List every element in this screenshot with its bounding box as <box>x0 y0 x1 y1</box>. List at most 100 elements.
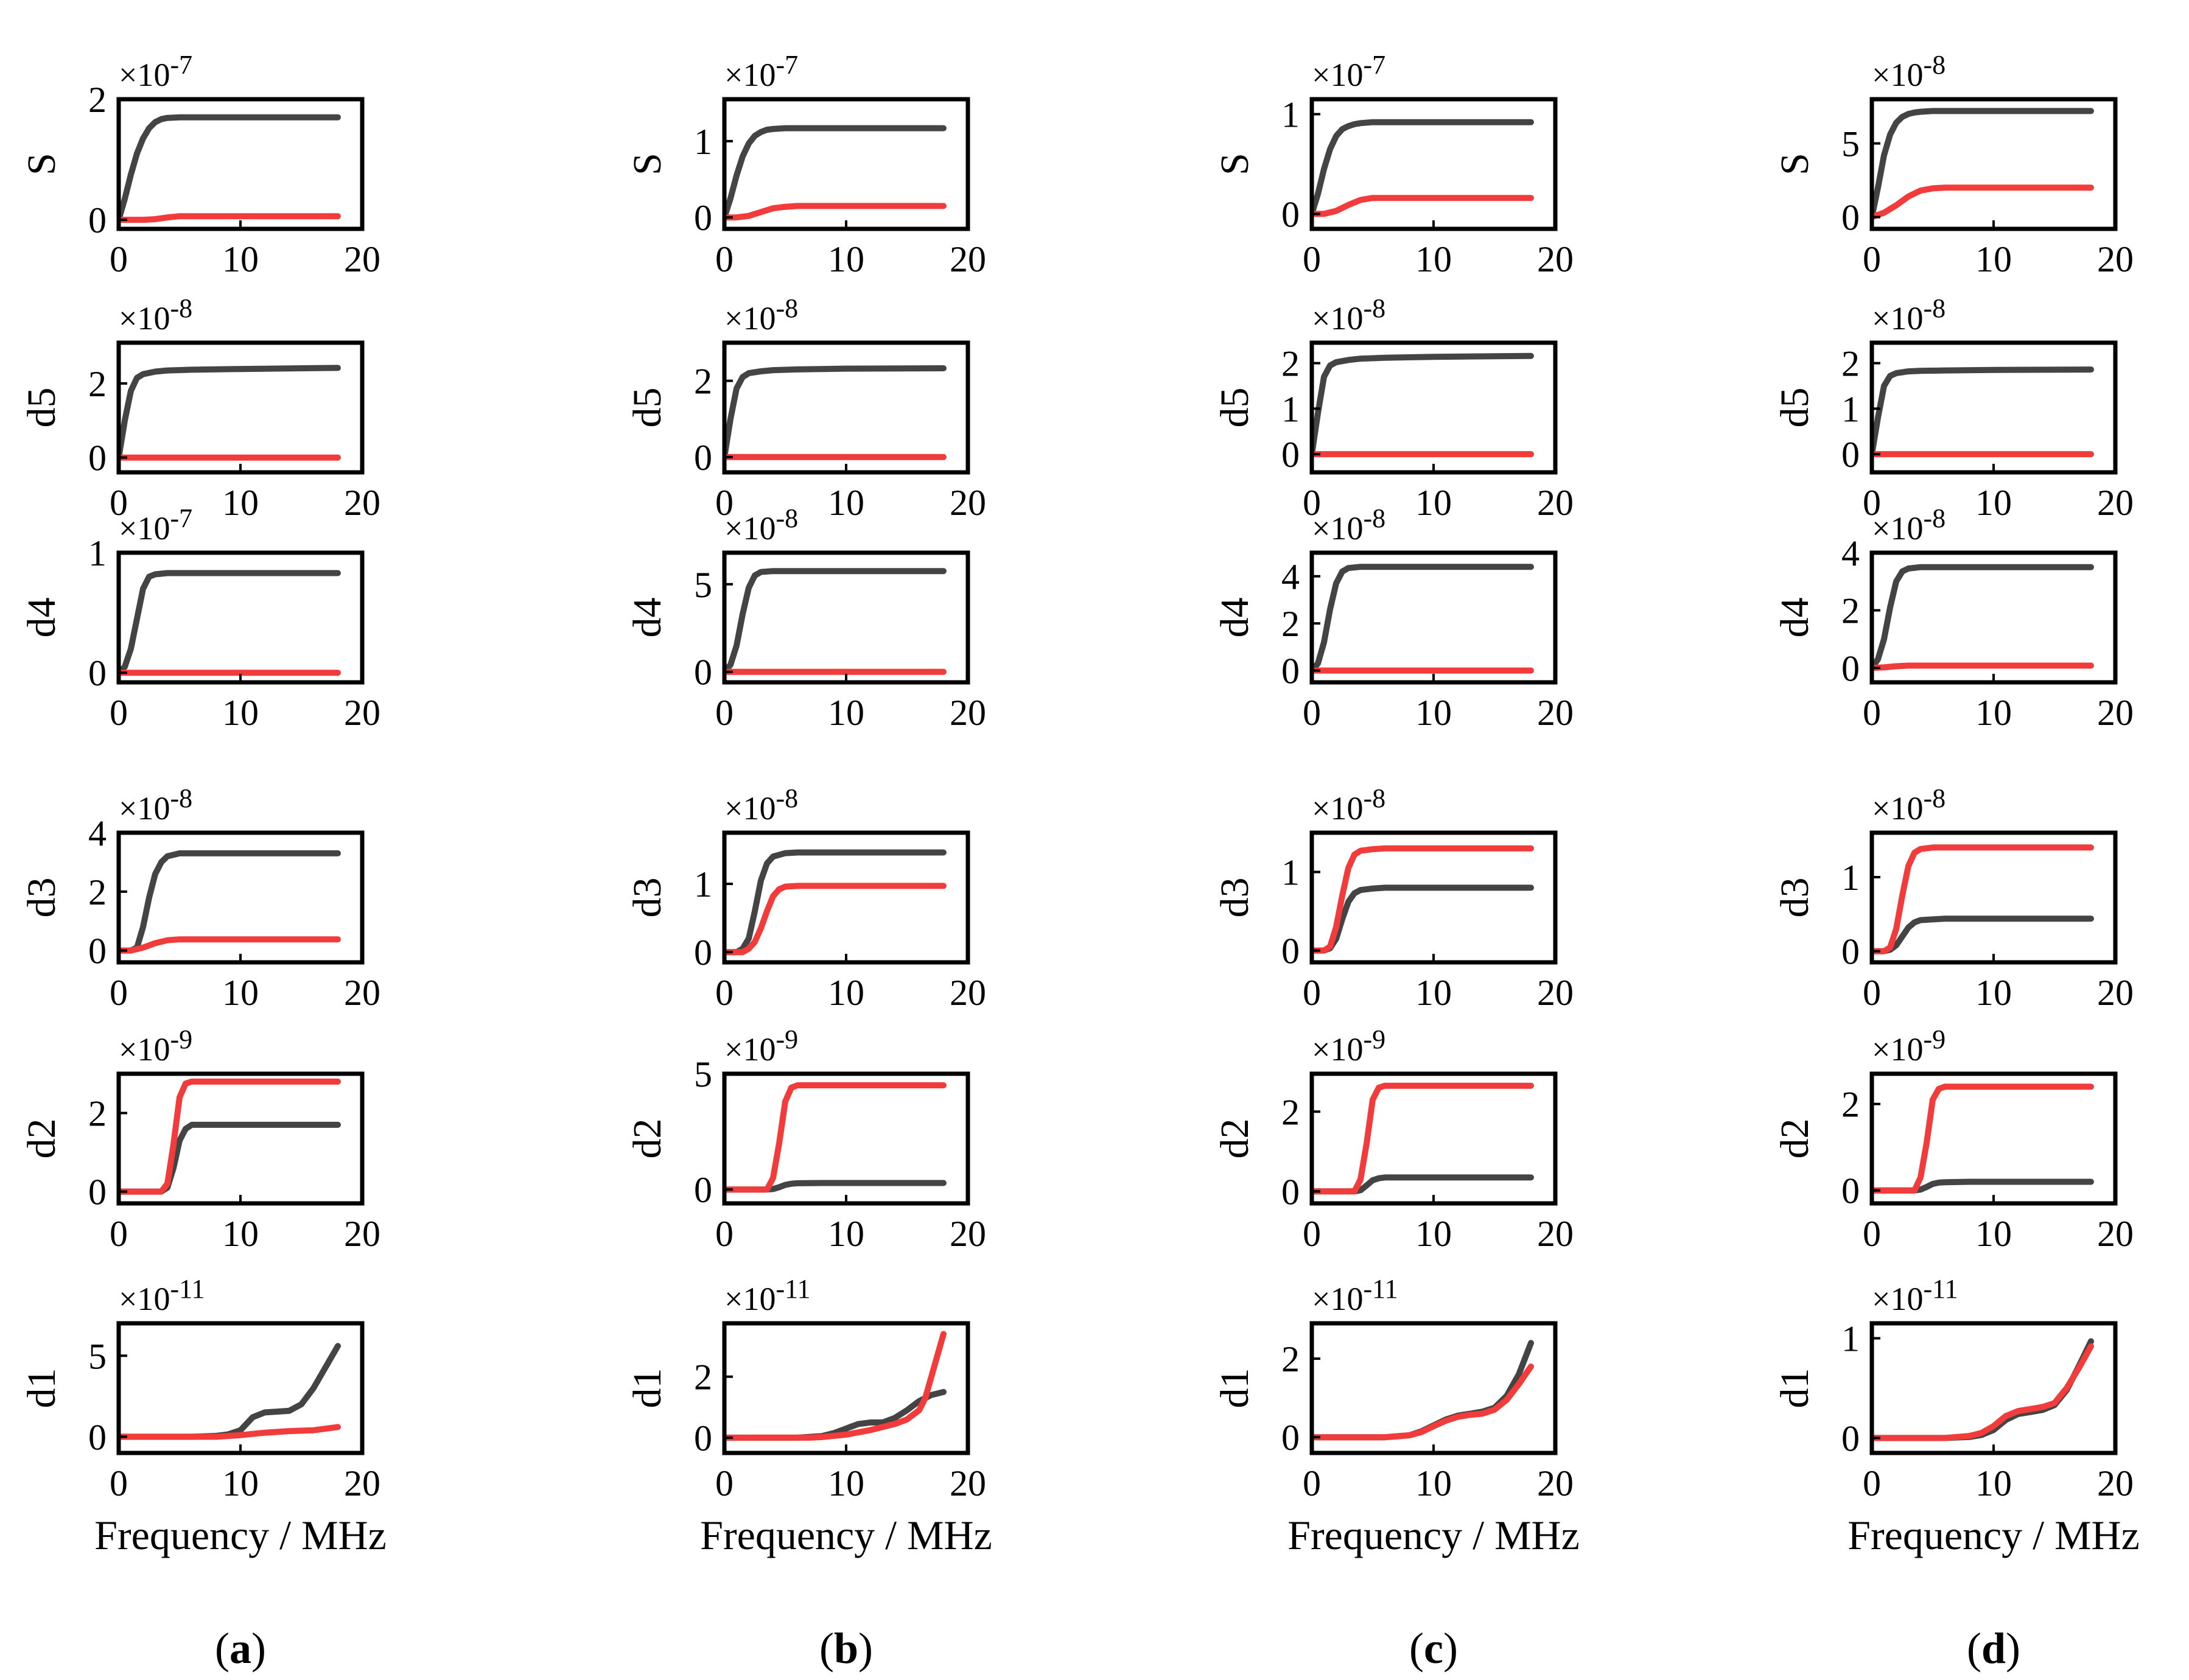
x-tick-label: 0 <box>715 1214 734 1254</box>
y-axis-label: d5 <box>1773 388 1817 428</box>
exponent-label: ×10-8 <box>724 783 798 827</box>
x-tick-label: 20 <box>344 239 380 279</box>
x-tick-label: 0 <box>1863 483 1881 523</box>
x-tick-label: 10 <box>1975 693 2012 733</box>
series-line-red <box>724 1082 947 1193</box>
axes-frame <box>722 340 970 475</box>
exponent-label: ×10-7 <box>119 503 192 547</box>
y-axis-label: S <box>625 153 670 175</box>
axes-frame <box>1309 1071 1558 1206</box>
series-line-red <box>1312 1082 1534 1195</box>
y-tick-label: 2 <box>1841 591 1860 631</box>
x-tick-label: 0 <box>1863 973 1881 1013</box>
chart-d-S: 0 10 20 0 5 ×10-8 S <box>1773 50 2134 279</box>
series-line-black <box>1872 1338 2094 1441</box>
series-line-black <box>724 125 947 221</box>
exponent-label: ×10-8 <box>1312 503 1385 547</box>
chart-c-S: 0 10 20 0 1 ×10-7 S <box>1213 50 1574 279</box>
exponent-label: ×10-9 <box>1312 1024 1385 1068</box>
exponent-label: ×10-9 <box>724 1024 798 1068</box>
y-tick-label: 0 <box>694 1418 712 1458</box>
x-tick-label: 10 <box>1415 239 1452 279</box>
y-tick-label: 1 <box>1281 389 1300 429</box>
chart-c-d3: 0 10 20 0 1 ×10-8 d3 <box>1213 783 1574 1013</box>
y-tick-label: 0 <box>88 1417 107 1457</box>
x-tick-label: 20 <box>344 1463 380 1503</box>
series-line-black <box>119 114 341 223</box>
y-tick-label: 2 <box>1281 1092 1300 1132</box>
x-tick-label: 0 <box>1303 1214 1321 1254</box>
y-axis-label: d1 <box>1773 1368 1817 1409</box>
exponent-label: ×10-8 <box>724 503 798 547</box>
y-axis-label: d3 <box>625 878 670 918</box>
x-axis-label: Frequency / MHz <box>1287 1512 1580 1558</box>
y-tick-label: 0 <box>694 933 712 973</box>
chart-d-d1: 0 10 20 0 1 ×10-11 d1 <box>1773 1274 2134 1503</box>
y-tick-label: 0 <box>88 200 107 240</box>
series-line-black <box>119 1121 341 1195</box>
y-tick-label: 2 <box>1841 1085 1860 1125</box>
y-axis-label: d5 <box>625 388 670 428</box>
exponent-label: ×10-8 <box>119 293 192 337</box>
x-tick-label: 20 <box>2097 1463 2134 1503</box>
x-tick-label: 0 <box>715 483 734 523</box>
y-tick-label: 4 <box>88 813 107 853</box>
axes-frame <box>116 1071 365 1206</box>
y-axis-label: d2 <box>1773 1119 1817 1159</box>
y-tick-label: 2 <box>88 872 107 912</box>
panel-label-c: (c) <box>1409 1624 1458 1673</box>
chart-a-d2: 0 10 20 0 2 ×10-9 d2 <box>19 1024 380 1254</box>
x-tick-label: 0 <box>110 693 128 733</box>
series-line-red <box>724 1331 947 1441</box>
exponent-label: ×10-9 <box>119 1024 192 1068</box>
y-tick-label: 2 <box>88 80 107 120</box>
x-tick-label: 10 <box>1975 483 2012 523</box>
y-tick-label: 5 <box>694 565 712 605</box>
x-tick-label: 20 <box>2097 973 2134 1013</box>
y-tick-label: 4 <box>1281 557 1300 597</box>
exponent-label: ×10-8 <box>1872 50 1946 93</box>
chart-c-d5: 0 10 20 0 1 2 ×10-8 d5 <box>1213 293 1574 523</box>
x-axis-label: Frequency / MHz <box>94 1512 387 1558</box>
x-tick-label: 0 <box>1863 1214 1881 1254</box>
y-axis-label: d1 <box>19 1368 64 1409</box>
y-tick-label: 1 <box>1841 858 1860 898</box>
x-tick-label: 10 <box>1975 973 2012 1013</box>
exponent-label: ×10-8 <box>1312 783 1385 827</box>
series-line-black <box>1312 352 1534 458</box>
y-tick-label: 5 <box>1841 124 1860 164</box>
y-axis-label: d3 <box>1773 878 1817 918</box>
x-tick-label: 20 <box>344 973 380 1013</box>
x-tick-label: 0 <box>1863 693 1881 733</box>
y-axis-label: d3 <box>19 878 64 918</box>
y-tick-label: 5 <box>694 1054 712 1094</box>
series-line-red <box>724 883 947 956</box>
x-tick-label: 20 <box>950 1214 986 1254</box>
x-tick-label: 10 <box>1415 1463 1452 1503</box>
x-tick-label: 20 <box>1537 483 1574 523</box>
y-tick-label: 0 <box>1281 1418 1300 1458</box>
y-axis-label: d5 <box>19 388 64 428</box>
x-tick-label: 0 <box>110 1214 128 1254</box>
series-line-red <box>1872 184 2094 220</box>
y-tick-label: 0 <box>1281 194 1300 234</box>
y-tick-label: 0 <box>1841 1171 1860 1211</box>
panel-label-b: (b) <box>819 1624 873 1673</box>
chart-a-S: 0 10 20 0 2 ×10-7 S <box>19 50 380 279</box>
y-tick-label: 0 <box>1841 198 1860 238</box>
y-tick-label: 0 <box>694 653 712 693</box>
series-line-black <box>119 1343 341 1440</box>
series-line-black <box>1872 564 2094 671</box>
x-tick-label: 10 <box>828 239 864 279</box>
series-line-red <box>1872 844 2094 954</box>
series-line-black <box>1312 1340 1534 1441</box>
chart-b-S: 0 10 20 0 1 ×10-7 S <box>625 50 986 279</box>
y-tick-label: 0 <box>1281 651 1300 691</box>
x-tick-label: 0 <box>1303 693 1321 733</box>
chart-b-d1: 0 10 20 0 2 ×10-11 d1 <box>625 1274 986 1503</box>
exponent-label: ×10-11 <box>1312 1274 1398 1317</box>
exponent-label: ×10-8 <box>119 783 192 827</box>
axes-frame <box>116 340 365 475</box>
x-tick-label: 20 <box>1537 973 1574 1013</box>
